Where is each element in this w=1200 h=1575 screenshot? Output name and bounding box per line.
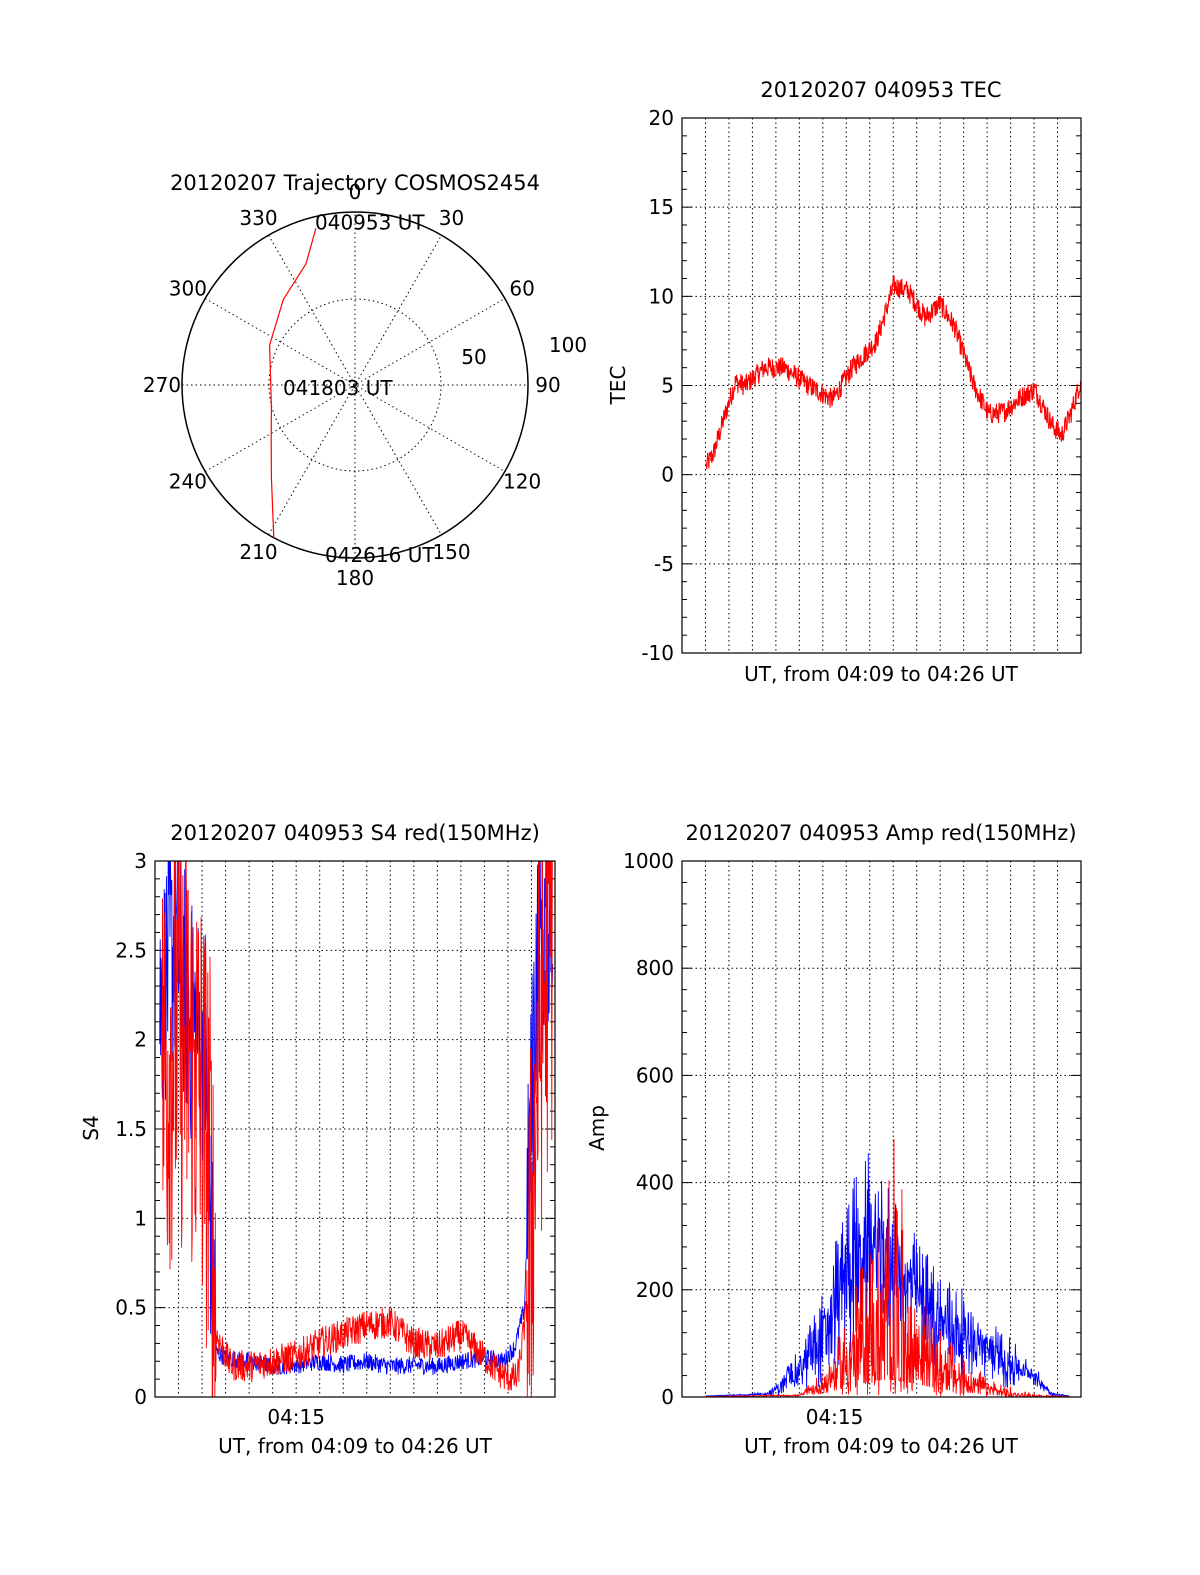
y-tick-label: 1000	[623, 849, 674, 873]
trajectory: 040953 UT 041803 UT 042616 UT	[268, 210, 435, 567]
polar-grid	[182, 212, 528, 558]
trajectory-line	[268, 228, 317, 538]
azimuth-label: 270	[143, 373, 181, 397]
y-tick-label: 0	[661, 1385, 674, 1409]
azimuth-label: 330	[239, 206, 277, 230]
y-tick-label: -10	[641, 641, 674, 665]
y-tick-label: 20	[649, 106, 674, 130]
azimuth-label: 120	[503, 470, 541, 494]
y-tick-label: 1	[134, 1206, 147, 1230]
amp-title: 20120207 040953 Amp red(150MHz)	[685, 821, 1076, 845]
azimuth-label: 90	[535, 373, 560, 397]
x-tick-label: 04:15	[267, 1405, 325, 1429]
y-tick-label: 600	[636, 1063, 674, 1087]
y-tick-label: 2	[134, 1028, 147, 1052]
plot-frame	[154, 860, 556, 1398]
trajectory-polar-plot: 20120207 Trajectory COSMOS2454 50 100 0 3…	[143, 171, 587, 590]
azimuth-spoke	[204, 298, 506, 472]
s4-ylabel: S4	[79, 1115, 103, 1140]
s4-panel: 20120207 040953 S4 red(150MHz) S4 UT, fr…	[79, 821, 556, 1458]
trajectory-time-label: 041803 UT	[283, 376, 393, 400]
amp-ylabel: Amp	[585, 1105, 609, 1151]
trajectory-time-label: 040953 UT	[315, 210, 425, 234]
azimuth-spoke	[268, 234, 442, 536]
plot-frame	[681, 860, 1082, 1398]
radial-label-50: 50	[461, 345, 486, 369]
tec-ylabel: TEC	[606, 366, 630, 406]
x-tick-label: 04:15	[806, 1405, 864, 1429]
y-tick-label: 0.5	[115, 1296, 147, 1320]
tec-panel: 20120207 040953 TEC TEC UT, from 04:09 t…	[606, 78, 1082, 686]
y-tick-label: 400	[636, 1171, 674, 1195]
azimuth-spoke	[268, 234, 442, 536]
horizon-circle	[181, 211, 529, 559]
trajectory-title: 20120207 Trajectory COSMOS2454	[170, 171, 540, 195]
y-tick-label: 10	[649, 284, 674, 308]
y-tick-label: 2.5	[115, 938, 147, 962]
azimuth-label: 60	[509, 277, 534, 301]
elevation-circle-50	[268, 298, 442, 472]
grid-lines	[682, 118, 1081, 653]
tec-title: 20120207 040953 TEC	[760, 78, 1001, 102]
amp-panel: 20120207 040953 Amp red(150MHz) Amp UT, …	[585, 821, 1082, 1458]
azimuth-label: 30	[439, 206, 464, 230]
y-tick-label: 0	[134, 1385, 147, 1409]
azimuth-label: 300	[169, 277, 207, 301]
azimuth-label: 210	[239, 540, 277, 564]
azimuth-labels: 0 30 60 90 120 150 180 210 240 270 300 330	[143, 180, 561, 590]
azimuth-label: 240	[169, 470, 207, 494]
y-tick-label: 800	[636, 956, 674, 980]
azimuth-label: 150	[432, 540, 470, 564]
series-line	[705, 1153, 1070, 1397]
trajectory-time-label: 042616 UT	[325, 543, 435, 567]
radial-label-100: 100	[549, 333, 587, 357]
s4-xlabel: UT, from 04:09 to 04:26 UT	[218, 1434, 493, 1458]
y-tick-label: 5	[661, 374, 674, 398]
azimuth-label: 180	[336, 566, 374, 590]
azimuth-spoke	[204, 298, 506, 472]
s4-title: 20120207 040953 S4 red(150MHz)	[170, 821, 540, 845]
y-tick-label: 0	[661, 463, 674, 487]
plot-frame	[681, 117, 1082, 654]
y-tick-label: 1.5	[115, 1117, 147, 1141]
series-line	[161, 861, 553, 1397]
series-line	[705, 274, 1081, 470]
series-line	[159, 861, 554, 1382]
y-tick-label: 15	[649, 195, 674, 219]
azimuth-label: 0	[349, 180, 362, 204]
tec-xlabel: UT, from 04:09 to 04:26 UT	[744, 662, 1019, 686]
y-tick-label: -5	[654, 552, 674, 576]
y-tick-label: 200	[636, 1278, 674, 1302]
y-tick-label: 3	[134, 849, 147, 873]
amp-xlabel: UT, from 04:09 to 04:26 UT	[744, 1434, 1019, 1458]
series-line	[705, 1138, 1070, 1397]
grid-lines	[155, 861, 555, 1397]
